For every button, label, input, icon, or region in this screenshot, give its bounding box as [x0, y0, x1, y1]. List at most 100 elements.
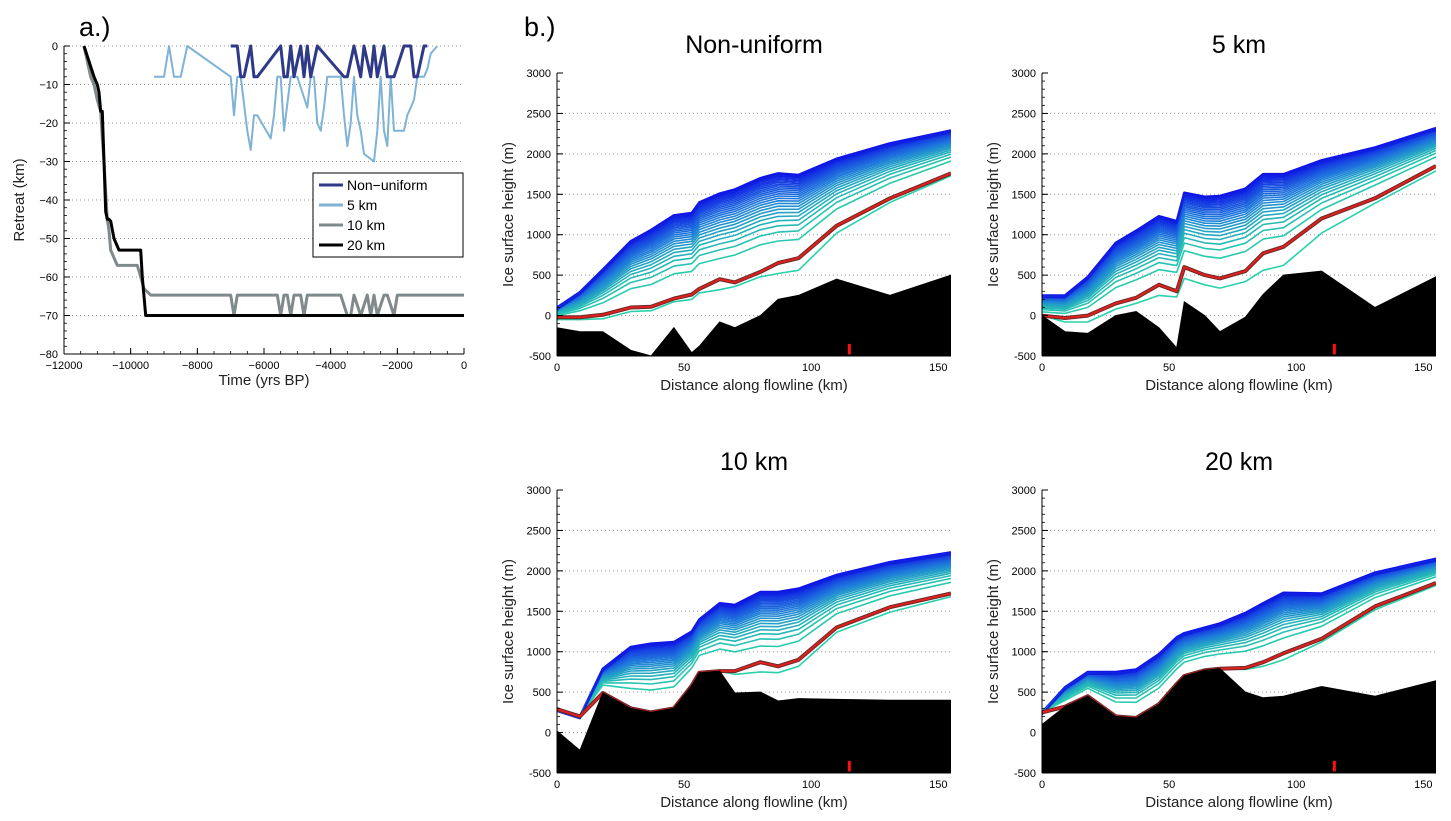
y-tick-label: 1500 — [1012, 189, 1036, 201]
surface-profile — [557, 147, 951, 314]
surface-profile — [1042, 564, 1436, 713]
x-tick-label: 50 — [678, 779, 690, 791]
x-tick-label: 50 — [1163, 779, 1175, 791]
panel-title: 10 km — [720, 448, 788, 476]
surface-profile — [557, 570, 951, 718]
x-tick-label: 0 — [461, 360, 467, 372]
y-tick-label: 1500 — [527, 606, 551, 618]
x-tick-label: 150 — [1414, 779, 1432, 791]
surface-profile — [1042, 138, 1436, 304]
surface-profile — [557, 564, 951, 718]
surface-profile — [557, 581, 951, 718]
red-profile — [557, 172, 951, 319]
y-tick-label: 3000 — [527, 485, 551, 497]
profile-group — [557, 551, 951, 773]
y-axis-label: Ice surface height (m) — [985, 142, 1002, 287]
surface-profile — [557, 563, 951, 718]
y-tick-label: 2000 — [527, 149, 551, 161]
surface-profile — [557, 142, 951, 312]
x-tick-label: −2000 — [382, 360, 413, 372]
y-tick-label: 1000 — [527, 230, 551, 242]
surface-profile — [557, 577, 951, 718]
surface-profile — [1042, 170, 1436, 323]
y-tick-label: 2000 — [1012, 566, 1036, 578]
y-tick-label: 2500 — [527, 525, 551, 537]
panel-title: 5 km — [1212, 31, 1266, 59]
x-axis-label: Time (yrs BP) — [218, 372, 309, 389]
red-profile — [1042, 165, 1436, 319]
series-group — [82, 44, 464, 317]
surface-profile — [1042, 142, 1436, 306]
surface-profile — [1042, 137, 1436, 303]
x-tick-label: 100 — [1287, 362, 1305, 374]
legend-label: 20 km — [347, 237, 385, 253]
y-tick-label: −60 — [39, 272, 58, 284]
legend: Non−uniform 5 km 10 km 20 km — [312, 172, 464, 258]
y-tick-label: 0 — [1030, 311, 1036, 323]
legend-label: 5 km — [347, 197, 377, 213]
surface-profile — [557, 559, 951, 718]
surface-profile — [1042, 152, 1436, 312]
x-tick-label: 150 — [929, 362, 947, 374]
surface-profile — [1042, 141, 1436, 305]
bed-topography — [1042, 270, 1436, 356]
legend-label: Non−uniform — [347, 177, 428, 193]
surface-profile — [557, 566, 951, 718]
x-tick-label: 150 — [929, 779, 947, 791]
y-tick-label: -500 — [529, 351, 551, 363]
surface-profile — [1042, 568, 1436, 714]
panel-title: Non-uniform — [685, 31, 823, 59]
panel-label-b: b.) — [524, 12, 556, 42]
y-tick-label: 500 — [533, 270, 551, 282]
surface-profile — [557, 137, 951, 311]
surface-profile — [557, 135, 951, 310]
surface-profile — [557, 136, 951, 310]
surface-profile — [557, 149, 951, 314]
surface-profile — [1042, 566, 1436, 714]
surface-profile-top — [557, 131, 951, 311]
y-tick-label: 0 — [1030, 728, 1036, 740]
legend-label: 10 km — [347, 217, 385, 233]
surface-profile — [557, 143, 951, 312]
legend-box — [312, 172, 464, 258]
surface-profile — [557, 574, 951, 718]
y-tick-label: 0 — [545, 311, 551, 323]
x-tick-label: −10000 — [112, 360, 149, 372]
y-tick-label: −70 — [39, 311, 58, 323]
bed-topography — [1042, 668, 1436, 773]
x-tick-label: −4000 — [315, 360, 346, 372]
y-tick-label: 0 — [545, 728, 551, 740]
y-tick-label: −50 — [39, 234, 58, 246]
x-tick-label: 50 — [678, 362, 690, 374]
surface-profile — [557, 151, 951, 314]
surface-profile — [557, 160, 951, 317]
series-line-non-uniform — [230, 44, 428, 79]
plot-a: −80 −70 −60 −50 −40 −30 −20 −10 0 −12000 −10000 −80… — [11, 41, 467, 389]
surface-profile — [557, 567, 951, 718]
panel-label-a: a.) — [79, 12, 111, 42]
x-axis-label: Distance along flowline (km) — [660, 794, 848, 811]
surface-profile — [1042, 136, 1436, 303]
surface-profile — [557, 144, 951, 313]
x-tick-label: 0 — [554, 779, 560, 791]
y-tick-label: −80 — [39, 349, 58, 361]
y-axis-label: Ice surface height (m) — [985, 559, 1002, 704]
x-axis-label: Distance along flowline (km) — [660, 377, 848, 394]
surface-profile-top — [1042, 559, 1436, 716]
surface-profile — [557, 568, 951, 718]
x-tick-label: 0 — [554, 362, 560, 374]
x-tick-label: −8000 — [182, 360, 213, 372]
y-tick-label: -500 — [529, 768, 551, 780]
surface-profile — [557, 572, 951, 718]
y-tick-label: 2000 — [1012, 149, 1036, 161]
red-profile-outline — [1042, 164, 1436, 320]
surface-profile — [1042, 565, 1436, 714]
y-tick-label: −40 — [39, 195, 58, 207]
y-tick-label: −20 — [39, 118, 58, 130]
y-tick-label: 2000 — [527, 566, 551, 578]
surface-profile — [1042, 567, 1436, 714]
x-tick-label: 100 — [802, 362, 820, 374]
